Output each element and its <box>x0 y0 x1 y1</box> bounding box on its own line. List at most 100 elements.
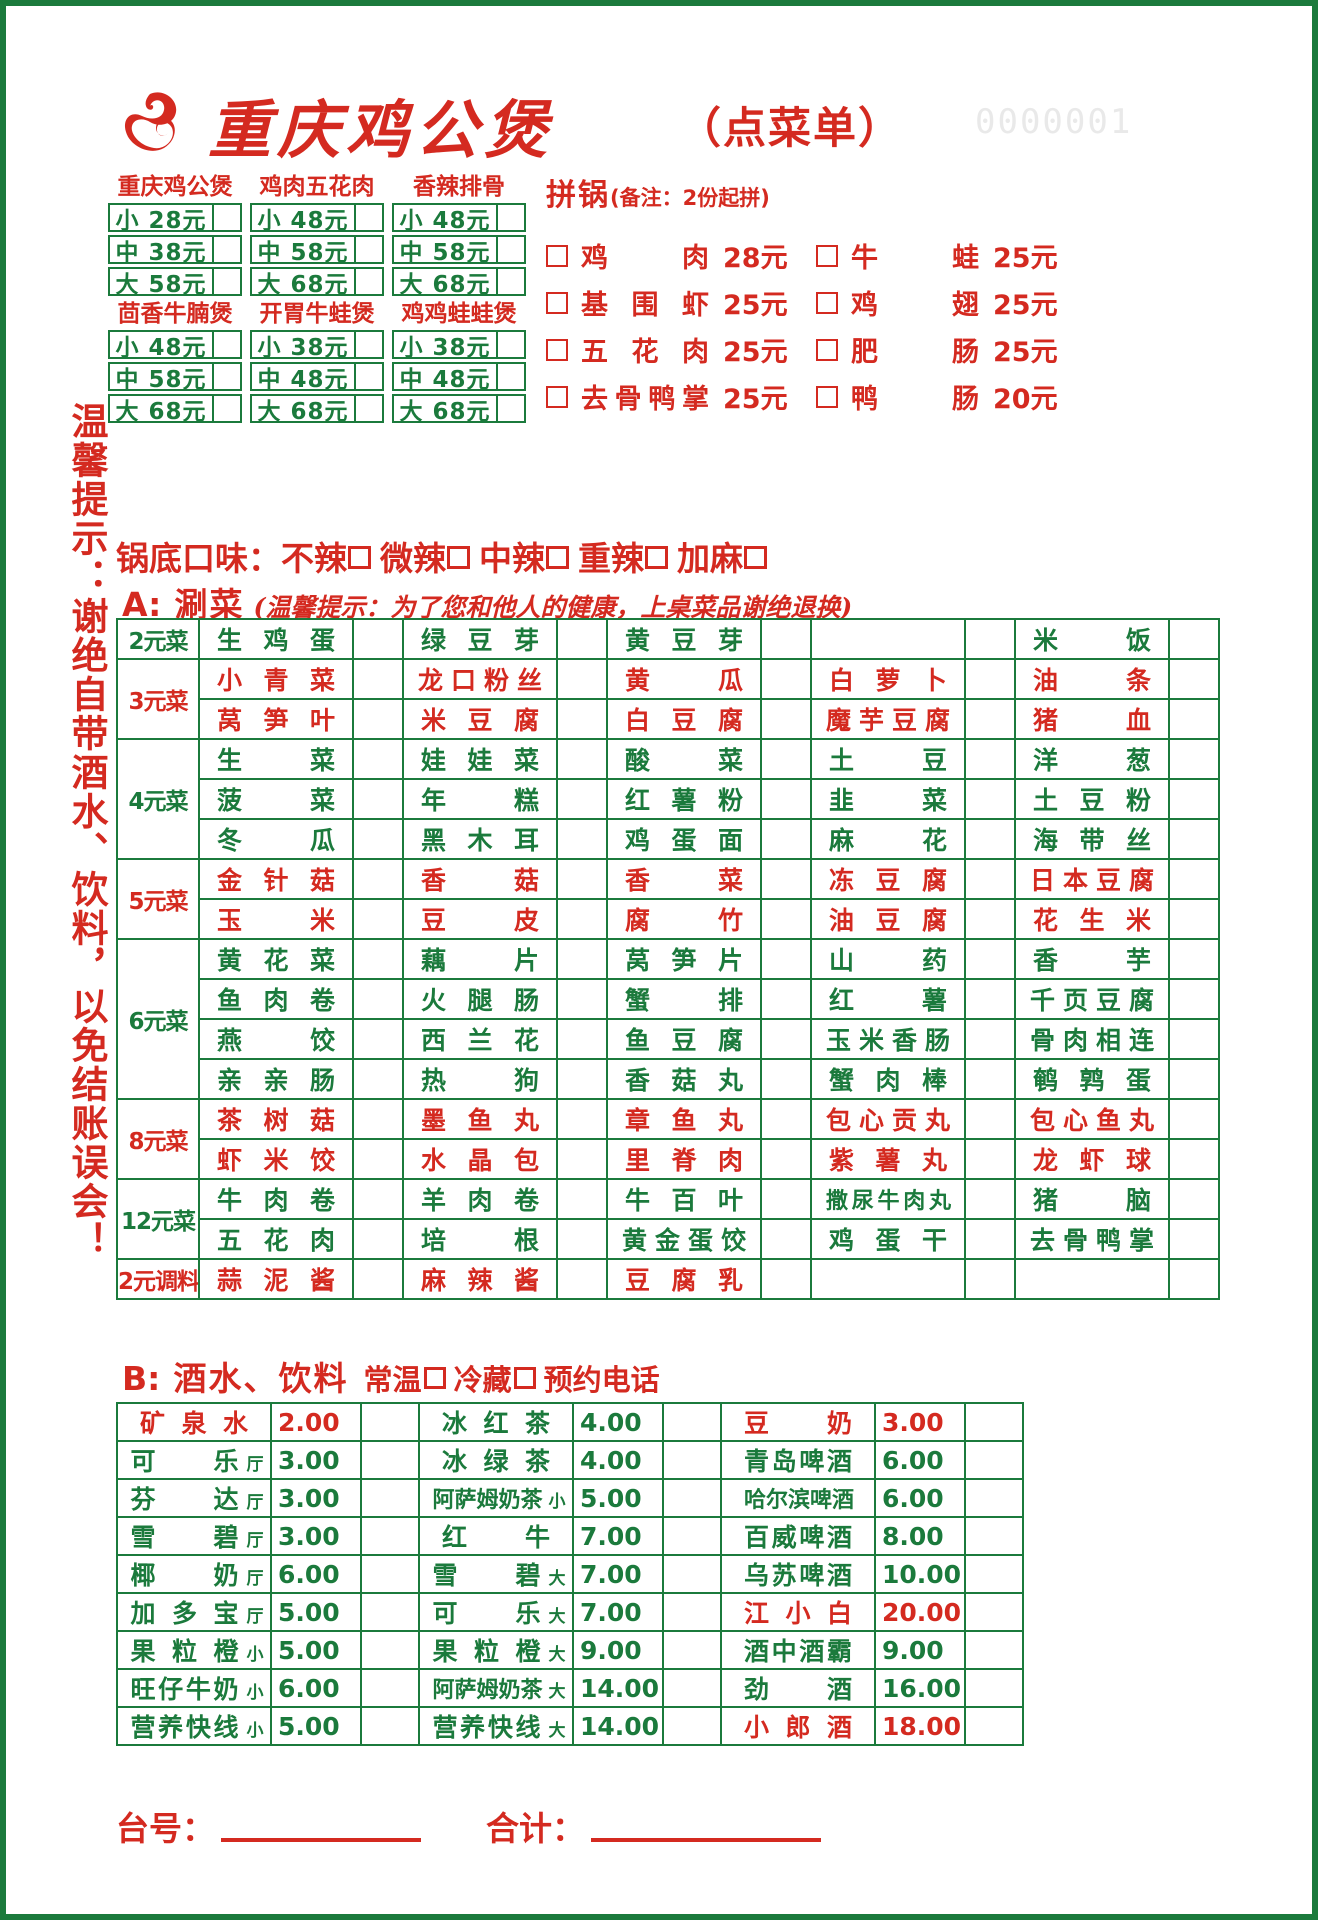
dish-quantity-cell[interactable] <box>556 938 608 980</box>
dish-quantity-cell[interactable] <box>556 978 608 1020</box>
drink-quantity-cell[interactable] <box>360 1592 420 1632</box>
pot-size-checkbox[interactable] <box>356 364 382 389</box>
checkbox-flavour[interactable] <box>348 546 371 569</box>
drink-quantity-cell[interactable] <box>360 1516 420 1556</box>
dish-quantity-cell[interactable] <box>352 1178 404 1220</box>
drink-quantity-cell[interactable] <box>662 1516 722 1556</box>
pot-size-option[interactable]: 中 48元 <box>250 362 384 393</box>
checkbox-icon[interactable] <box>546 291 568 314</box>
dish-quantity-cell[interactable] <box>556 618 608 660</box>
dish-quantity-cell[interactable] <box>556 698 608 740</box>
checkbox-icon[interactable] <box>816 385 838 408</box>
drink-quantity-cell[interactable] <box>662 1668 722 1708</box>
combo-pot-item[interactable]: 牛蛙 25元 <box>816 232 1066 279</box>
dish-quantity-cell[interactable] <box>760 858 812 900</box>
checkbox-flavour[interactable] <box>447 546 470 569</box>
drink-quantity-cell[interactable] <box>964 1668 1024 1708</box>
dish-quantity-cell[interactable] <box>760 1138 812 1180</box>
pot-size-checkbox[interactable] <box>498 205 524 230</box>
combo-pot-item[interactable]: 去骨鸭掌 25元 <box>546 373 816 420</box>
dish-quantity-cell[interactable] <box>964 658 1016 700</box>
pot-size-checkbox[interactable] <box>356 237 382 262</box>
dish-quantity-cell[interactable] <box>1168 1058 1220 1100</box>
checkbox-icon[interactable] <box>546 244 568 267</box>
drink-quantity-cell[interactable] <box>964 1402 1024 1442</box>
dish-quantity-cell[interactable] <box>760 818 812 860</box>
dish-quantity-cell[interactable] <box>352 1058 404 1100</box>
dish-quantity-cell[interactable] <box>1168 778 1220 820</box>
pot-size-checkbox[interactable] <box>214 269 240 294</box>
pot-size-option[interactable]: 中 38元 <box>108 235 242 266</box>
dish-quantity-cell[interactable] <box>352 778 404 820</box>
dish-quantity-cell[interactable] <box>556 778 608 820</box>
dish-quantity-cell[interactable] <box>352 978 404 1020</box>
dish-quantity-cell[interactable] <box>964 818 1016 860</box>
dish-quantity-cell[interactable] <box>760 1058 812 1100</box>
combo-pot-item[interactable]: 五花肉 25元 <box>546 326 816 373</box>
drink-quantity-cell[interactable] <box>964 1706 1024 1746</box>
dish-quantity-cell[interactable] <box>760 1178 812 1220</box>
drink-quantity-cell[interactable] <box>360 1402 420 1442</box>
pot-size-checkbox[interactable] <box>356 332 382 357</box>
pot-size-checkbox[interactable] <box>498 269 524 294</box>
dish-quantity-cell[interactable] <box>1168 1178 1220 1220</box>
dish-quantity-cell[interactable] <box>1168 1138 1220 1180</box>
drink-quantity-cell[interactable] <box>662 1592 722 1632</box>
drink-quantity-cell[interactable] <box>360 1706 420 1746</box>
combo-pot-item[interactable]: 基围虾 25元 <box>546 279 816 326</box>
dish-quantity-cell[interactable] <box>352 1018 404 1060</box>
pot-size-checkbox[interactable] <box>214 237 240 262</box>
dish-quantity-cell[interactable] <box>1168 858 1220 900</box>
combo-pot-item[interactable]: 鸡肉 28元 <box>546 232 816 279</box>
drink-quantity-cell[interactable] <box>662 1402 722 1442</box>
drink-quantity-cell[interactable] <box>662 1554 722 1594</box>
dish-quantity-cell[interactable] <box>964 1058 1016 1100</box>
dish-quantity-cell[interactable] <box>964 1178 1016 1220</box>
pot-size-option[interactable]: 中 58元 <box>250 235 384 266</box>
pot-size-option[interactable]: 中 58元 <box>392 235 526 266</box>
pot-size-checkbox[interactable] <box>214 332 240 357</box>
dish-quantity-cell[interactable] <box>964 738 1016 780</box>
dish-quantity-cell[interactable] <box>964 1258 1016 1300</box>
dish-quantity-cell[interactable] <box>556 1098 608 1140</box>
drink-quantity-cell[interactable] <box>360 1668 420 1708</box>
drink-quantity-cell[interactable] <box>662 1478 722 1518</box>
dish-quantity-cell[interactable] <box>352 698 404 740</box>
dish-quantity-cell[interactable] <box>556 1178 608 1220</box>
drink-quantity-cell[interactable] <box>964 1478 1024 1518</box>
dish-quantity-cell[interactable] <box>1168 898 1220 940</box>
dish-quantity-cell[interactable] <box>760 618 812 660</box>
dish-quantity-cell[interactable] <box>760 778 812 820</box>
dish-quantity-cell[interactable] <box>760 1098 812 1140</box>
checkbox-flavour[interactable] <box>645 546 668 569</box>
dish-quantity-cell[interactable] <box>964 1098 1016 1140</box>
dish-quantity-cell[interactable] <box>1168 698 1220 740</box>
dish-quantity-cell[interactable] <box>760 658 812 700</box>
drink-quantity-cell[interactable] <box>360 1478 420 1518</box>
drink-quantity-cell[interactable] <box>964 1516 1024 1556</box>
dish-quantity-cell[interactable] <box>1168 1258 1220 1300</box>
pot-size-option[interactable]: 中 58元 <box>108 362 242 393</box>
pot-size-checkbox[interactable] <box>498 332 524 357</box>
dish-quantity-cell[interactable] <box>556 1258 608 1300</box>
dish-quantity-cell[interactable] <box>964 1138 1016 1180</box>
dish-quantity-cell[interactable] <box>556 818 608 860</box>
dish-quantity-cell[interactable] <box>556 1138 608 1180</box>
dish-quantity-cell[interactable] <box>760 978 812 1020</box>
dish-quantity-cell[interactable] <box>556 1058 608 1100</box>
checkbox-refrigerated[interactable] <box>513 1367 536 1389</box>
pot-size-checkbox[interactable] <box>498 237 524 262</box>
dish-quantity-cell[interactable] <box>352 1098 404 1140</box>
dish-quantity-cell[interactable] <box>760 698 812 740</box>
pot-size-option[interactable]: 小 38元 <box>250 330 384 361</box>
dish-quantity-cell[interactable] <box>1168 1218 1220 1260</box>
dish-quantity-cell[interactable] <box>352 1218 404 1260</box>
pot-size-checkbox[interactable] <box>214 396 240 421</box>
dish-quantity-cell[interactable] <box>1168 738 1220 780</box>
checkbox-icon[interactable] <box>816 244 838 267</box>
dish-quantity-cell[interactable] <box>556 658 608 700</box>
pot-size-checkbox[interactable] <box>356 269 382 294</box>
checkbox-icon[interactable] <box>816 291 838 314</box>
dish-quantity-cell[interactable] <box>760 1018 812 1060</box>
pot-size-checkbox[interactable] <box>498 364 524 389</box>
